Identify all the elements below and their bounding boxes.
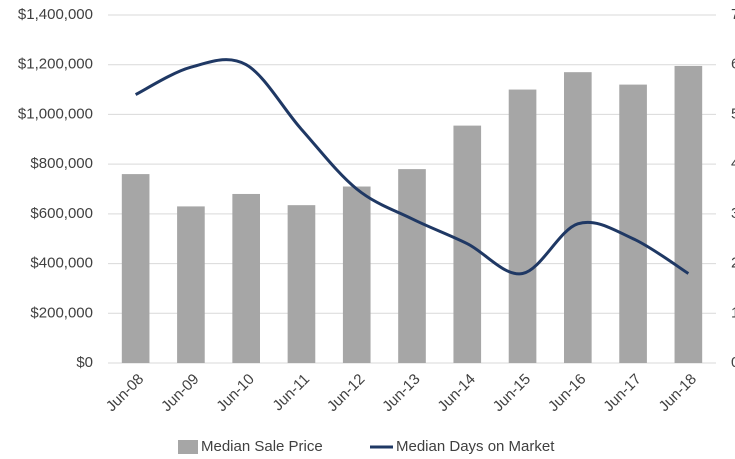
bar — [342, 186, 371, 363]
y-tick-label: $1,400,000 — [18, 6, 93, 23]
bar — [121, 174, 150, 363]
x-tick-label: Jun-16 — [545, 371, 589, 415]
y-tick-label: $0 — [76, 354, 93, 371]
y-tick-label: $1,200,000 — [18, 56, 93, 73]
x-tick-label: Jun-10 — [213, 371, 257, 415]
y-tick-label: $800,000 — [30, 155, 93, 172]
y2-tick-label: 0 — [731, 354, 735, 371]
y2-tick-label: 70 — [731, 6, 735, 23]
legend-swatch — [178, 440, 198, 454]
bar — [619, 84, 647, 363]
y2-tick-label: 30 — [731, 205, 735, 222]
y2-tick-label: 20 — [731, 255, 735, 272]
x-tick-label: Jun-11 — [269, 371, 313, 415]
y2-tick-label: 60 — [731, 56, 735, 73]
y-tick-label: $600,000 — [30, 205, 93, 222]
x-tick-label: Jun-09 — [158, 371, 202, 415]
y-tick-label: $400,000 — [30, 255, 93, 272]
y-tick-label: $1,000,000 — [18, 105, 93, 122]
bar — [508, 89, 537, 364]
bar — [674, 65, 703, 363]
bar — [177, 206, 205, 363]
legend-label: Median Sale Price — [201, 438, 323, 455]
bar — [232, 193, 260, 363]
x-tick-label: Jun-08 — [103, 371, 147, 415]
bar — [564, 72, 592, 364]
y2-tick-label: 40 — [731, 155, 735, 172]
bar — [398, 169, 426, 363]
x-tick-label: Jun-15 — [490, 371, 534, 415]
x-tick-label: Jun-17 — [600, 371, 644, 415]
y2-tick-label: 10 — [731, 304, 735, 321]
legend-label: Median Days on Market — [396, 438, 555, 455]
x-tick-label: Jun-13 — [379, 371, 423, 415]
x-tick-label: Jun-12 — [324, 371, 368, 415]
y2-tick-label: 50 — [731, 105, 735, 122]
line — [134, 58, 690, 276]
x-tick-label: Jun-14 — [434, 371, 478, 415]
y-tick-label: $200,000 — [30, 304, 93, 321]
bar — [287, 205, 316, 363]
x-tick-label: Jun-18 — [656, 371, 700, 415]
